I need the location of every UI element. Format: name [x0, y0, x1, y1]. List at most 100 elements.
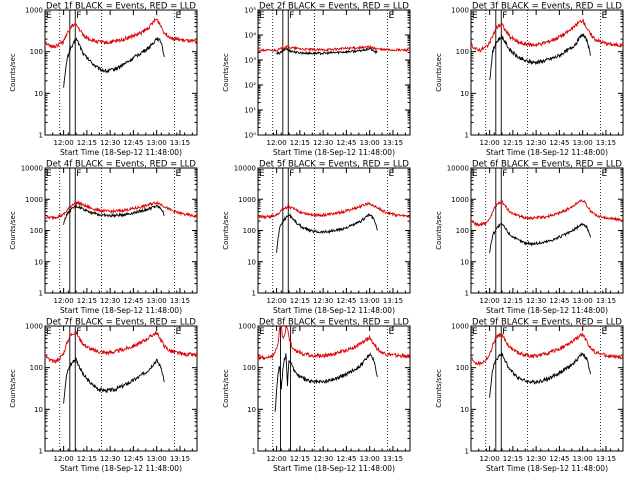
x-tick-label: 12:30	[100, 139, 120, 147]
marker-letter: E	[472, 11, 478, 21]
y-tick-label: 100	[30, 48, 43, 56]
y-tick-label: 100	[456, 48, 469, 56]
panel-title: Det 3f BLACK = Events, RED = LLD	[472, 2, 622, 12]
series-line-lld	[470, 199, 624, 228]
x-tick-label: 13:00	[573, 297, 593, 305]
y-tick-label: 100	[30, 364, 43, 372]
x-tick-label: 13:15	[596, 455, 616, 463]
y-tick-label: 1	[465, 290, 469, 298]
x-tick-label: 12:00	[267, 139, 287, 147]
series-line-events	[63, 37, 165, 88]
panel-9: Det 9f BLACK = Events, RED = LLD 1 10 100 10…	[435, 318, 624, 473]
x-axis-label: Start Time (18-Sep-12 11:48:00)	[486, 148, 608, 157]
x-tick-label: 12:00	[480, 139, 500, 147]
y-axis-label: Counts/sec	[222, 369, 230, 408]
series-line-events	[489, 351, 591, 398]
x-tick-label: 13:15	[596, 297, 616, 305]
panel-8: Det 8f BLACK = Events, RED = LLD 1 10 100 10…	[222, 318, 411, 473]
x-tick-label: 13:00	[360, 297, 380, 305]
panel-title: Det 5f BLACK = Events, RED = LLD	[259, 160, 409, 170]
y-tick-label: 1000	[238, 196, 256, 204]
panel-3: Det 3f BLACK = Events, RED = LLD 1 10 100 10…	[435, 2, 624, 157]
series-line-events	[489, 33, 591, 81]
marker-letter: F	[76, 327, 81, 337]
x-tick-label: 13:15	[383, 139, 403, 147]
y-axis-label: Counts/sec	[222, 53, 230, 92]
x-tick-label: 12:45	[549, 139, 569, 147]
marker-letter: F	[502, 169, 507, 179]
y-tick-label: 1000	[25, 7, 43, 15]
marker-letter: E	[46, 169, 52, 179]
x-tick-label: 12:45	[123, 139, 143, 147]
y-tick-label: 10⁴	[244, 32, 256, 40]
x-tick-label: 13:15	[170, 297, 190, 305]
x-tick-label: 12:45	[123, 297, 143, 305]
x-axis-label: Start Time (18-Sep-12 11:48:00)	[486, 306, 608, 315]
y-tick-label: 10	[34, 90, 43, 98]
y-tick-label: 1000	[238, 323, 256, 331]
y-tick-label: 10²	[244, 82, 256, 90]
y-tick-label: 10	[460, 90, 469, 98]
marker-letter: E	[602, 327, 608, 337]
plot-frame	[470, 9, 624, 136]
panel-title: Det 8f BLACK = Events, RED = LLD	[259, 318, 409, 328]
y-tick-label: 1	[465, 448, 469, 456]
x-tick-label: 12:15	[77, 297, 97, 305]
marker-letter: E	[176, 11, 182, 21]
marker-letter: F	[502, 327, 507, 337]
x-tick-label: 12:30	[526, 297, 546, 305]
x-tick-label: 13:00	[573, 139, 593, 147]
plot-frame	[44, 325, 198, 452]
series-line-events	[274, 352, 378, 412]
y-axis-label: Counts/sec	[9, 53, 17, 92]
x-tick-label: 13:15	[383, 297, 403, 305]
x-tick-label: 12:15	[290, 455, 310, 463]
marker-letter: E	[176, 169, 182, 179]
x-axis-label: Start Time (18-Sep-12 11:48:00)	[273, 148, 395, 157]
y-tick-label: 10³	[244, 57, 256, 65]
marker-letter: F	[292, 327, 297, 337]
y-tick-label: 100	[456, 364, 469, 372]
x-tick-label: 12:30	[313, 297, 333, 305]
series-line-lld	[257, 325, 411, 361]
x-tick-label: 12:00	[54, 297, 74, 305]
plot-frame	[257, 9, 411, 136]
series-line-events	[276, 212, 378, 253]
x-tick-label: 12:15	[503, 455, 523, 463]
panel-7: Det 7f BLACK = Events, RED = LLD 1 10 100 10…	[9, 318, 198, 473]
panel-title: Det 6f BLACK = Events, RED = LLD	[472, 160, 622, 170]
y-tick-label: 10⁵	[244, 7, 256, 15]
marker-letter: E	[259, 327, 265, 337]
x-tick-label: 12:15	[290, 297, 310, 305]
marker-letter: E	[472, 327, 478, 337]
x-tick-label: 12:00	[267, 297, 287, 305]
y-axis-label: Counts/sec	[9, 369, 17, 408]
x-tick-label: 13:15	[383, 455, 403, 463]
x-axis-label: Start Time (18-Sep-12 11:48:00)	[486, 464, 608, 473]
marker-letter: E	[389, 327, 395, 337]
marker-letter: E	[259, 169, 265, 179]
y-tick-label: 1000	[451, 7, 469, 15]
y-tick-label: 10000	[234, 165, 256, 173]
x-tick-label: 12:30	[313, 139, 333, 147]
panel-title: Det 7f BLACK = Events, RED = LLD	[46, 318, 196, 328]
x-tick-label: 12:30	[526, 455, 546, 463]
x-tick-label: 13:00	[573, 455, 593, 463]
y-tick-label: 1000	[451, 196, 469, 204]
series-line-lld	[470, 332, 624, 367]
panel-title: Det 9f BLACK = Events, RED = LLD	[472, 318, 622, 328]
x-tick-label: 12:00	[267, 455, 287, 463]
x-tick-label: 12:00	[480, 297, 500, 305]
x-tick-label: 12:45	[336, 455, 356, 463]
y-axis-label: Counts/sec	[9, 211, 17, 250]
series-line-lld	[44, 330, 198, 364]
marker-letter: E	[46, 327, 52, 337]
panel-title: Det 1f BLACK = Events, RED = LLD	[46, 2, 196, 12]
x-tick-label: 12:15	[503, 139, 523, 147]
y-tick-label: 10000	[447, 165, 469, 173]
x-tick-label: 13:15	[170, 455, 190, 463]
panel-2: Det 2f BLACK = Events, RED = LLD 10⁰ 10¹ 10…	[222, 2, 411, 157]
x-tick-label: 12:15	[77, 139, 97, 147]
y-tick-label: 1000	[451, 323, 469, 331]
